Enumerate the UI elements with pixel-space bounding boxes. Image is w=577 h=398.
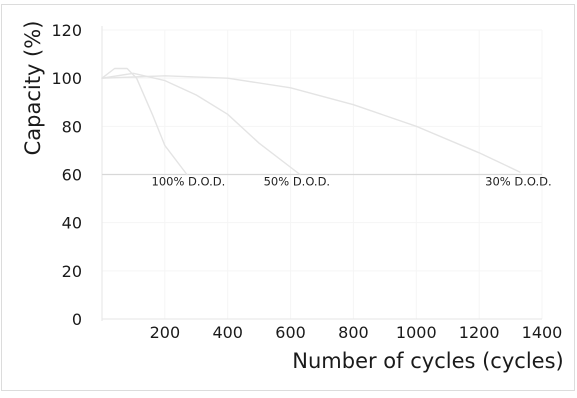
tick-layer: 0 20 40 60 80 100 120 200 400 600 800 1000 1200 1400: [51, 21, 562, 342]
annotation-layer: 100% D.O.D. 50% D.O.D. 30% D.O.D.: [152, 175, 552, 189]
series-line-2: [101, 72, 301, 176]
chart-frame: [1, 4, 575, 391]
x-tick-label: 400: [212, 323, 243, 342]
y-tick-label: 120: [51, 21, 82, 40]
y-tick-label: 20: [62, 262, 82, 281]
x-tick-label: 1400: [522, 323, 563, 342]
x-tick-label: 1200: [459, 323, 500, 342]
x-tick-label: 1000: [396, 323, 437, 342]
dod-label: 30% D.O.D.: [485, 175, 551, 189]
y-tick-label: 80: [62, 117, 82, 136]
x-tick-label: 600: [275, 323, 306, 342]
dod-label: 50% D.O.D.: [264, 175, 330, 189]
y-tick-label: 40: [62, 214, 82, 233]
y-tick-label: 0: [72, 310, 82, 329]
series-line-3: [101, 75, 521, 173]
dod-label: 100% D.O.D.: [152, 175, 226, 189]
y-tick-label: 60: [62, 166, 82, 185]
y-axis-title: Capacity (%): [21, 21, 45, 156]
series-layer: [101, 67, 521, 176]
grid-layer: [101, 26, 543, 321]
x-tick-label: 800: [338, 323, 369, 342]
y-tick-label: 100: [51, 69, 82, 88]
x-axis-title: Number of cycles (cycles): [292, 349, 563, 373]
series-line-1: [101, 67, 188, 176]
x-tick-label: 200: [150, 323, 181, 342]
